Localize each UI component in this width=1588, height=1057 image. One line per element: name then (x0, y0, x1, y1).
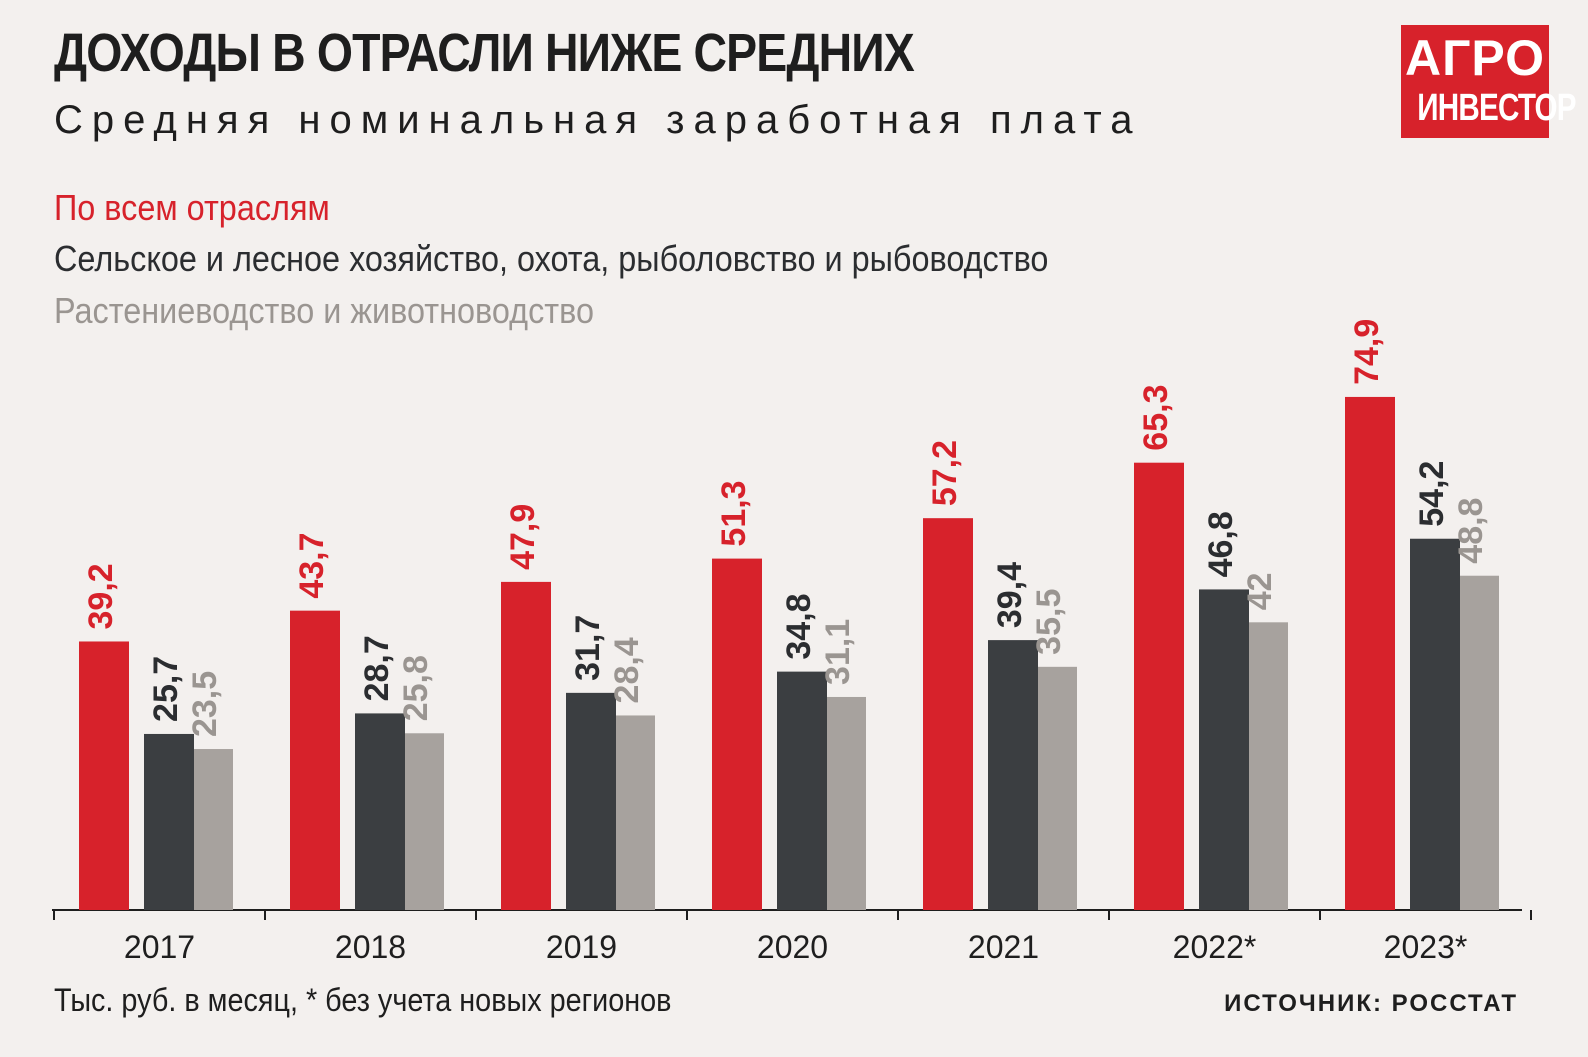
bar-value-label: 25,7 (147, 656, 185, 722)
bar (923, 518, 973, 910)
x-tick-label: 2017 (124, 929, 195, 965)
bar-value-label: 39,4 (991, 562, 1029, 628)
bar (566, 692, 616, 910)
bar (712, 558, 762, 910)
bar-value-label: 35,5 (1030, 589, 1068, 655)
bar-value-label: 74,9 (1348, 319, 1386, 385)
bar-value-label: 23,5 (186, 671, 224, 737)
bar-value-label: 47,9 (504, 504, 542, 570)
source-label: ИСТОЧНИК: РОССТАТ (1224, 990, 1518, 1017)
bar (355, 713, 405, 910)
bar-value-label: 46,8 (1202, 511, 1240, 577)
legend-item-agriculture-forestry: Сельское и лесное хозяйство, охота, рыбо… (54, 238, 1049, 279)
x-tick-label: 2018 (335, 929, 406, 965)
footnote: Тыс. руб. в месяц, * без учета новых рег… (54, 982, 672, 1018)
bar-value-label: 42 (1241, 572, 1279, 610)
x-tick-label: 2020 (757, 929, 828, 965)
bar-value-label: 51,3 (715, 480, 753, 546)
bar (777, 671, 827, 910)
chart-subtitle: Средняя номинальная заработная плата (54, 98, 1142, 142)
bar-value-label: 43,7 (293, 532, 331, 598)
x-tick-label: 2019 (546, 929, 617, 965)
bar-value-label: 25,8 (397, 655, 435, 721)
bar (290, 610, 340, 910)
x-tick-label: 2022* (1173, 929, 1257, 965)
bar (988, 640, 1038, 910)
bar-value-label: 34,8 (780, 593, 818, 659)
bar (144, 733, 194, 910)
bar (1134, 462, 1184, 910)
bar-value-label: 31,7 (569, 615, 607, 681)
chart-title: ДОХОДЫ В ОТРАСЛИ НИЖЕ СРЕДНИХ (54, 23, 915, 83)
bar (501, 581, 551, 910)
bar-value-label: 65,3 (1137, 385, 1175, 451)
bar-value-label: 31,1 (819, 619, 857, 685)
bar-value-label: 28,4 (608, 637, 646, 703)
bar-value-label: 57,2 (926, 440, 964, 506)
legend-item-all-industries: По всем отраслям (54, 187, 330, 228)
bar-value-label: 28,7 (358, 635, 396, 701)
x-tick-label: 2021 (968, 929, 1039, 965)
bar-value-label: 39,2 (82, 563, 120, 629)
logo-line-1: АГРО (1404, 30, 1546, 86)
bar-value-label: 54,2 (1413, 461, 1451, 527)
bar (1410, 538, 1460, 910)
bar-value-label: 48,8 (1452, 498, 1490, 564)
bar (79, 641, 129, 910)
x-tick-label: 2023* (1384, 929, 1468, 965)
legend-item-crop-livestock: Растениеводство и животноводство (54, 290, 594, 331)
bar (1199, 589, 1249, 910)
agroinvestor-logo: АГРО ИНВЕСТОР (1401, 25, 1577, 138)
bar (1345, 396, 1395, 910)
